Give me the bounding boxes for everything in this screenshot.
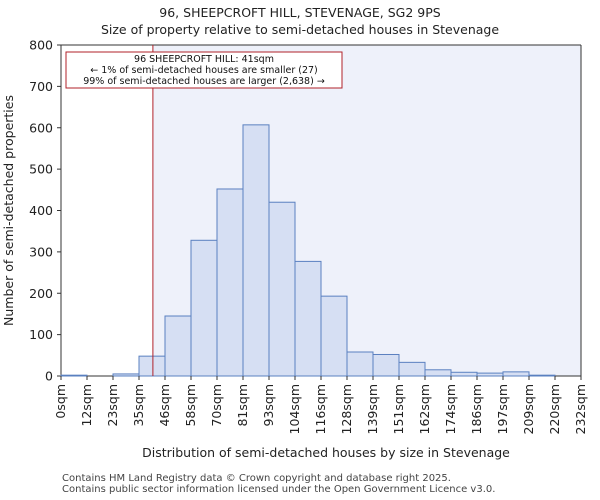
y-tick-label: 300 (29, 244, 53, 259)
footer-line-1: Contains HM Land Registry data © Crown c… (62, 473, 451, 484)
histogram-chart: 0 100 200 300 400 500 600 700 800 0sqm 12sqm 23sqm 3… (1, 38, 588, 461)
histogram-bar (268, 201, 296, 377)
histogram-bar (138, 355, 166, 377)
x-tick-label: 116sqm (313, 384, 328, 434)
x-axis-label: Distribution of semi-detached houses by … (142, 445, 510, 460)
histogram-bar (216, 188, 244, 377)
histogram-bar (346, 351, 374, 377)
y-tick-label: 600 (29, 120, 53, 135)
histogram-bar (476, 372, 504, 377)
x-tick-label: 209sqm (521, 384, 536, 434)
histogram-bar (320, 295, 348, 377)
x-tick-label: 70sqm (209, 384, 224, 427)
x-tick-label: 128sqm (339, 384, 354, 434)
histogram-bar (398, 361, 426, 377)
x-tick-label: 81sqm (235, 384, 250, 427)
histogram-bar (450, 371, 478, 377)
annotation-title: 96 SHEEPCROFT HILL: 41sqm (134, 54, 274, 65)
histogram-bar (242, 124, 270, 377)
histogram-bar (528, 374, 556, 377)
x-tick-label: 93sqm (261, 384, 276, 427)
y-tick-label: 200 (29, 286, 53, 301)
chart-title: 96, SHEEPCROFT HILL, STEVENAGE, SG2 9PS (159, 5, 441, 20)
annotation-smaller: ← 1% of semi-detached houses are smaller… (90, 65, 318, 76)
chart-subtitle: Size of property relative to semi-detach… (100, 22, 500, 37)
x-tick-label: 197sqm (495, 384, 510, 434)
x-tick-label: 12sqm (79, 384, 94, 427)
histogram-bar (190, 239, 218, 377)
y-tick-label: 500 (29, 162, 53, 177)
x-tick-label: 35sqm (131, 384, 146, 427)
x-tick-label: 139sqm (365, 384, 380, 434)
x-tick-label: 174sqm (443, 384, 458, 434)
x-tick-label: 0sqm (53, 384, 68, 419)
x-tick-label: 186sqm (469, 384, 484, 434)
x-tick-label: 220sqm (547, 384, 562, 434)
x-tick-label: 46sqm (157, 384, 172, 427)
y-tick-label: 400 (29, 203, 53, 218)
x-tick-label: 151sqm (391, 384, 406, 434)
histogram-bar (502, 371, 530, 377)
histogram-bar (164, 315, 192, 377)
histogram-bar (424, 369, 452, 377)
y-tick-label: 0 (45, 369, 53, 384)
histogram-bar (60, 374, 88, 377)
y-tick-label: 100 (29, 327, 53, 342)
y-tick-label: 700 (29, 79, 53, 94)
x-tick-label: 23sqm (105, 384, 120, 427)
x-tick-label: 104sqm (287, 384, 302, 434)
histogram-bar (112, 373, 140, 377)
footer-line-2: Contains public sector information licen… (62, 484, 496, 495)
annotation-larger: 99% of semi-detached houses are larger (… (83, 76, 325, 87)
x-tick-label: 162sqm (417, 384, 432, 434)
x-tick-label: 232sqm (573, 384, 588, 434)
y-axis-label: Number of semi-detached properties (1, 95, 16, 326)
x-tick-label: 58sqm (183, 384, 198, 427)
annotation-box (65, 51, 343, 89)
y-tick-label: 800 (29, 38, 53, 53)
histogram-bar (372, 353, 400, 377)
histogram-bar (294, 260, 322, 377)
